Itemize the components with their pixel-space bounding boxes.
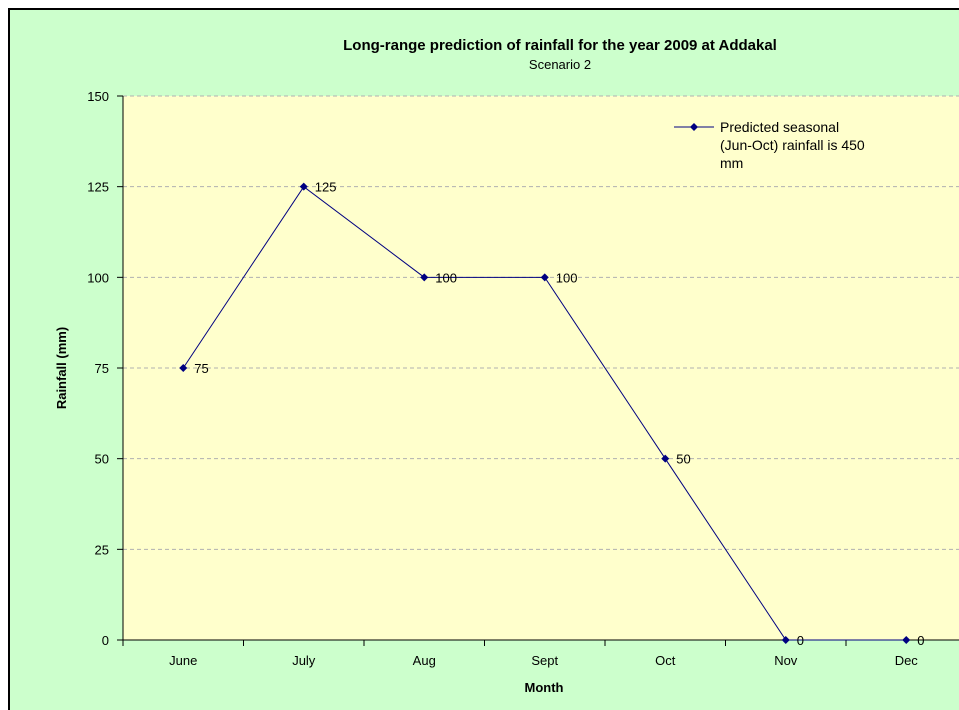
- data-point: [902, 636, 911, 644]
- y-axis-label: Rainfall (mm): [54, 327, 69, 409]
- x-tick-label: July: [292, 653, 316, 668]
- y-axis-ticks: 0 25 50 75 100 125 150: [87, 89, 123, 648]
- data-point: [299, 182, 308, 191]
- data-point: [540, 273, 549, 282]
- data-point: [661, 454, 670, 463]
- data-point: [179, 364, 188, 372]
- y-tick-label: 50: [95, 452, 109, 467]
- x-tick-label: Nov: [774, 653, 798, 668]
- legend-line-3: mm: [720, 155, 743, 171]
- series-layer: [179, 182, 911, 644]
- legend: Predicted seasonal (Jun-Oct) rainfall is…: [674, 119, 865, 171]
- chart-title: Long-range prediction of rainfall for th…: [343, 37, 777, 54]
- legend-line-2: (Jun-Oct) rainfall is 450: [720, 137, 865, 153]
- x-tick-label: Oct: [655, 653, 676, 668]
- y-tick-label: 150: [87, 89, 109, 104]
- data-point: [420, 273, 429, 282]
- y-tick-label: 125: [87, 180, 109, 195]
- x-tick-label: Dec: [895, 653, 919, 668]
- x-tick-label: June: [169, 653, 197, 668]
- gridlines: [123, 95, 959, 550]
- chart-subtitle: Scenario 2: [529, 57, 591, 72]
- data-label: 125: [315, 180, 337, 195]
- y-tick-label: 0: [102, 633, 109, 648]
- x-tick-label: Aug: [413, 653, 436, 668]
- legend-line-1: Predicted seasonal: [720, 119, 839, 135]
- x-axis-ticks: June July Aug Sept Oct Nov Dec: [122, 640, 919, 668]
- y-tick-label: 25: [95, 542, 109, 557]
- y-tick-label: 75: [95, 361, 109, 376]
- data-label: 100: [556, 270, 578, 285]
- data-labels: 75 125 100 100 50 0 0: [194, 180, 924, 648]
- data-point: [781, 636, 790, 644]
- data-label: 100: [435, 270, 457, 285]
- data-label: 50: [676, 452, 690, 467]
- data-label: 75: [194, 361, 208, 376]
- y-tick-label: 100: [87, 270, 109, 285]
- x-tick-label: Sept: [531, 653, 558, 668]
- data-label: 0: [917, 633, 924, 648]
- legend-marker: [690, 123, 698, 131]
- x-axis-label: Month: [525, 680, 564, 695]
- data-label: 0: [797, 633, 804, 648]
